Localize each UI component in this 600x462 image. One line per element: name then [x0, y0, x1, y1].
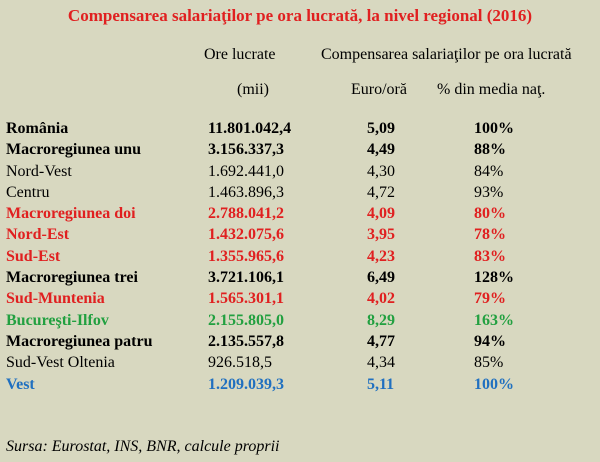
pct-media-value: 79%	[474, 290, 506, 308]
pct-media-value: 163%	[474, 311, 514, 329]
table-title: Compensarea salariaţilor pe ora lucrată,…	[67, 6, 533, 25]
table-row: Macroregiunea doi 2.788.041,2 4,09 80%	[0, 203, 600, 224]
ore-lucrate-value: 1.463.896,3	[208, 183, 284, 201]
euro-ora-value: 5,09	[367, 120, 395, 137]
table-row: Vest 1.209.039,3 5,11 100%	[0, 374, 600, 395]
euro-ora-value: 4,09	[367, 205, 395, 223]
table-row: Nord-Est 1.432.075,6 3,95 78%	[0, 224, 600, 245]
region-name: Sud-Est	[6, 247, 61, 265]
ore-lucrate-value: 3.721.106,1	[208, 269, 284, 287]
region-name: România	[6, 120, 69, 137]
table-row: Centru 1.463.896,3 4,72 93%	[0, 182, 600, 203]
header-pct-media: % din media naţ.	[437, 81, 546, 98]
region-name: Nord-Est	[6, 226, 70, 244]
source-note: Sursa: Eurostat, INS, BNR, calcule propr…	[6, 438, 280, 455]
table-row: Sud-Muntenia 1.565.301,1 4,02 79%	[0, 288, 600, 309]
euro-ora-value: 8,29	[367, 311, 395, 329]
ore-lucrate-value: 2.788.041,2	[208, 205, 284, 223]
region-name: Vest	[6, 375, 35, 393]
euro-ora-value: 3,95	[367, 226, 395, 244]
table-row: Bucureşti-Ilfov 2.155.805,0 8,29 163%	[0, 310, 600, 331]
table-row: Macroregiunea unu 3.156.337,3 4,49 88%	[0, 139, 600, 160]
pct-media-value: 100%	[474, 375, 514, 393]
ore-lucrate-value: 2.155.805,0	[208, 311, 284, 329]
table-row: Sud-Vest Oltenia 926.518,5 4,34 85%	[0, 352, 600, 373]
region-name: Nord-Vest	[6, 162, 72, 180]
region-name: Macroregiunea doi	[6, 205, 136, 223]
region-name: Bucureşti-Ilfov	[6, 311, 109, 329]
pct-media-value: 78%	[474, 226, 506, 244]
euro-ora-value: 4,23	[367, 247, 395, 265]
pct-media-value: 80%	[474, 205, 506, 223]
region-name: Macroregiunea unu	[6, 141, 141, 159]
ore-lucrate-value: 1.565.301,1	[208, 290, 284, 308]
header-mii: (mii)	[237, 81, 269, 98]
ore-lucrate-value: 1.355.965,6	[208, 247, 284, 265]
region-name: Centru	[6, 183, 50, 201]
table-row: Macroregiunea trei 3.721.106,1 6,49 128%	[0, 267, 600, 288]
pct-media-value: 100%	[474, 120, 514, 137]
header-ore-lucrate: Ore lucrate	[204, 46, 276, 63]
ore-lucrate-value: 1.432.075,6	[208, 226, 284, 244]
euro-ora-value: 4,49	[367, 141, 395, 159]
region-name: Macroregiunea patru	[6, 332, 153, 350]
pct-media-value: 88%	[474, 141, 506, 159]
euro-ora-value: 5,11	[367, 375, 395, 393]
ore-lucrate-value: 11.801.042,4	[208, 120, 292, 137]
table-row: Nord-Vest 1.692.441,0 4,30 84%	[0, 161, 600, 182]
euro-ora-value: 4,77	[367, 332, 395, 350]
euro-ora-value: 4,34	[367, 354, 395, 372]
pct-media-value: 84%	[474, 162, 504, 180]
pct-media-value: 83%	[474, 247, 506, 265]
pct-media-value: 94%	[474, 332, 506, 350]
ore-lucrate-value: 1.692.441,0	[208, 162, 284, 180]
table-row: România 11.801.042,4 5,09 100%	[0, 118, 600, 139]
pct-media-value: 85%	[474, 354, 504, 372]
header-euro-ora: Euro/oră	[351, 81, 407, 98]
table-row: Macroregiunea patru 2.135.557,8 4,77 94%	[0, 331, 600, 352]
ore-lucrate-value: 2.135.557,8	[208, 332, 284, 350]
region-name: Sud-Muntenia	[6, 290, 105, 308]
ore-lucrate-value: 3.156.337,3	[208, 141, 284, 159]
euro-ora-value: 4,30	[367, 162, 395, 180]
region-name: Macroregiunea trei	[6, 269, 138, 287]
table-row: Sud-Est 1.355.965,6 4,23 83%	[0, 246, 600, 267]
header-compensarea: Compensarea salariaţilor pe ora lucrată	[321, 46, 572, 63]
data-table: România 11.801.042,4 5,09 100% Macroregiunea…	[0, 118, 600, 395]
euro-ora-value: 4,02	[367, 290, 395, 308]
ore-lucrate-value: 1.209.039,3	[208, 375, 284, 393]
pct-media-value: 128%	[474, 269, 514, 287]
region-name: Sud-Vest Oltenia	[6, 354, 115, 372]
pct-media-value: 93%	[474, 183, 504, 201]
euro-ora-value: 4,72	[367, 183, 395, 201]
euro-ora-value: 6,49	[367, 269, 395, 287]
ore-lucrate-value: 926.518,5	[208, 354, 272, 372]
